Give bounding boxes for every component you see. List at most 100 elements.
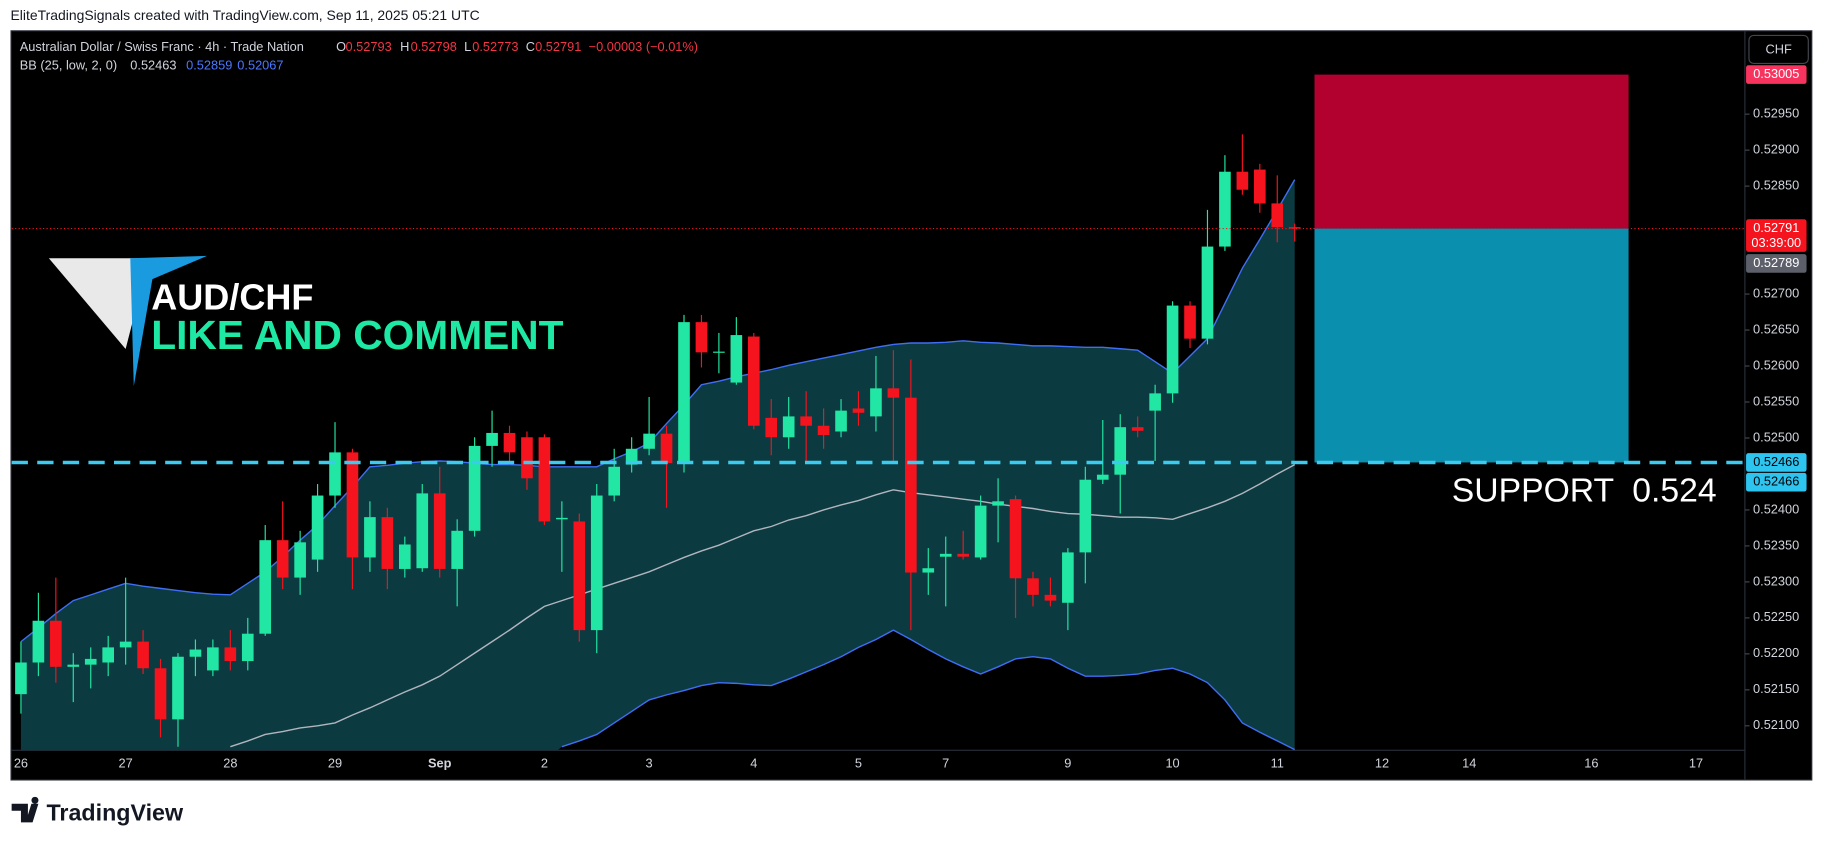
candle-body [747, 336, 760, 426]
candle-body [433, 493, 446, 569]
candle-body [643, 433, 655, 449]
price-badge-label: 03:39:00 [1751, 235, 1801, 250]
candle-body [119, 641, 132, 648]
candle-body [102, 647, 114, 663]
candle-body [590, 495, 603, 631]
candle-body [1114, 427, 1127, 475]
candle-body [974, 505, 987, 558]
candle-body [782, 416, 795, 438]
candle-body [224, 647, 237, 662]
candle-body [1184, 305, 1196, 339]
candle-body [870, 388, 882, 417]
position-stop-box [1314, 74, 1629, 229]
price-badge-label: 0.52789 [1753, 255, 1799, 270]
candle-body [1236, 171, 1249, 190]
plot-area [11, 134, 1745, 751]
x-tick-label: 28 [223, 756, 237, 771]
overlays: AUD/CHF LIKE AND COMMENT [48, 255, 564, 387]
x-tick-label: 14 [1462, 756, 1476, 771]
x-tick-label: 9 [1064, 756, 1071, 771]
legend-value: 0.52793 [345, 39, 391, 54]
currency-label[interactable]: CHF [1765, 41, 1791, 56]
candle-body [678, 322, 690, 464]
price-badge-label: 0.52466 [1753, 474, 1799, 489]
price-badge [1746, 453, 1807, 472]
x-tick-label: 12 [1375, 756, 1389, 771]
candle-body [1254, 169, 1266, 204]
candle-body [172, 656, 184, 720]
y-tick-label: 0.52100 [1753, 717, 1799, 732]
y-tick-label: 0.52500 [1753, 429, 1799, 444]
candle-body [1062, 552, 1074, 603]
candle-body [189, 649, 202, 657]
candle-body [1149, 393, 1161, 411]
candle-body [800, 416, 812, 426]
candle-body [276, 540, 289, 578]
price-badge [1746, 219, 1807, 252]
y-tick-label: 0.52950 [1753, 106, 1799, 121]
x-tick-label: 26 [14, 756, 28, 771]
candle-body [695, 322, 708, 353]
logo-blue [130, 255, 208, 387]
band-line [230, 463, 1296, 748]
legend: Australian Dollar / Swiss Franc · 4h · T… [20, 39, 698, 73]
candle-body [1201, 246, 1214, 339]
indicator-value: 0.52463 [130, 58, 176, 73]
candle-body [364, 517, 376, 558]
brand-icon [11, 796, 39, 823]
indicator-name: BB (25, low, 2, 0) [20, 58, 117, 73]
candle-body [241, 633, 254, 662]
y-tick-label: 0.52650 [1753, 321, 1799, 336]
price-badge [1746, 65, 1807, 84]
brand-name: TradingView [47, 799, 184, 825]
candle-body [259, 540, 272, 634]
candle-body [939, 553, 952, 557]
y-tick-label: 0.52250 [1753, 609, 1799, 624]
x-tick-label: 17 [1689, 756, 1703, 771]
candle-body [1219, 171, 1231, 247]
position-target-box [1314, 228, 1629, 463]
currency-button[interactable] [1748, 34, 1809, 64]
candle-body [15, 662, 27, 695]
candle-body [835, 410, 847, 432]
candle-body [521, 437, 533, 479]
logo-white [48, 258, 149, 349]
y-tick-label: 0.52700 [1753, 285, 1799, 300]
candle-body [1288, 227, 1301, 229]
candle-body [608, 466, 621, 496]
candle-body [660, 433, 673, 464]
y-tick-label: 0.52900 [1753, 142, 1799, 157]
candle-body [32, 620, 45, 663]
candle-body [905, 397, 917, 573]
candle-body [381, 517, 394, 569]
y-tick-label: 0.52600 [1753, 357, 1799, 372]
candle-body [1027, 578, 1039, 595]
x-tick-label: 3 [646, 756, 653, 771]
legend-label: H [400, 39, 409, 54]
band-line [20, 179, 1296, 643]
band-line [561, 629, 1296, 751]
candle-body [817, 425, 830, 436]
y-tick-label: 0.52200 [1753, 645, 1799, 660]
legend-label: O [336, 39, 346, 54]
candle-body [1271, 203, 1284, 228]
candle-body [538, 437, 551, 522]
candle-body [922, 568, 935, 573]
price-badge-label: 0.52791 [1753, 220, 1799, 235]
pair-annotation: AUD/CHF [151, 277, 313, 318]
y-tick-label: 0.52550 [1753, 393, 1799, 408]
candle-body [1044, 594, 1057, 601]
x-tick-label: 7 [942, 756, 949, 771]
candle-body [765, 417, 778, 438]
price-badge-label: 0.53005 [1753, 66, 1799, 81]
price-badge [1746, 472, 1807, 492]
candle-body [1079, 479, 1092, 553]
candle-body [1096, 474, 1109, 480]
legend-label: L [464, 39, 471, 54]
footer-logo: TradingView [11, 796, 184, 825]
candle-body [67, 664, 80, 667]
x-tick-label: Sep [428, 756, 452, 771]
candle-body [451, 530, 463, 569]
legend-value: 0.52773 [472, 39, 518, 54]
